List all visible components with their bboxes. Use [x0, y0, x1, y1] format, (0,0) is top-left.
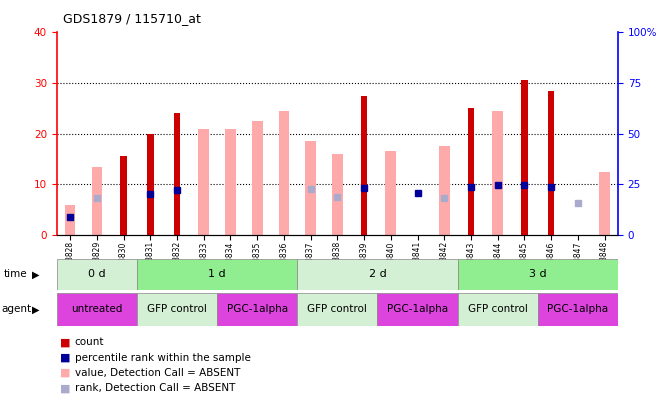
Text: GDS1879 / 115710_at: GDS1879 / 115710_at — [63, 12, 201, 25]
Bar — [599, 172, 610, 235]
Bar — [57, 293, 137, 326]
Bar — [297, 259, 458, 290]
Text: ▶: ▶ — [32, 305, 39, 314]
Bar — [538, 293, 618, 326]
Text: ■: ■ — [60, 368, 71, 378]
Text: 0 d: 0 d — [88, 269, 106, 279]
Text: GFP control: GFP control — [307, 305, 367, 314]
Text: ■: ■ — [60, 353, 71, 362]
Bar — [385, 151, 396, 235]
Text: PGC-1alpha: PGC-1alpha — [226, 305, 288, 314]
Bar — [361, 96, 367, 235]
Text: agent: agent — [1, 305, 31, 314]
Bar — [548, 91, 554, 235]
Text: value, Detection Call = ABSENT: value, Detection Call = ABSENT — [75, 368, 240, 378]
Bar — [332, 154, 343, 235]
Text: time: time — [3, 269, 27, 279]
Text: 2 d: 2 d — [369, 269, 386, 279]
Bar — [305, 141, 316, 235]
Text: GFP control: GFP control — [147, 305, 207, 314]
Bar — [468, 108, 474, 235]
Bar — [65, 205, 75, 235]
Text: rank, Detection Call = ABSENT: rank, Detection Call = ABSENT — [75, 384, 235, 393]
Bar — [439, 146, 450, 235]
Bar — [137, 293, 217, 326]
Text: 3 d: 3 d — [529, 269, 546, 279]
Text: 1 d: 1 d — [208, 269, 226, 279]
Text: PGC-1alpha: PGC-1alpha — [387, 305, 448, 314]
Text: percentile rank within the sample: percentile rank within the sample — [75, 353, 250, 362]
Bar — [147, 134, 154, 235]
Bar — [174, 113, 180, 235]
Text: PGC-1alpha: PGC-1alpha — [547, 305, 609, 314]
Bar — [458, 293, 538, 326]
Bar — [521, 81, 528, 235]
Text: ■: ■ — [60, 337, 71, 347]
Bar — [137, 259, 297, 290]
Bar — [252, 121, 263, 235]
Bar — [458, 259, 618, 290]
Bar — [57, 259, 137, 290]
Bar — [198, 129, 209, 235]
Text: ■: ■ — [60, 384, 71, 393]
Bar — [225, 129, 236, 235]
Bar — [279, 111, 289, 235]
Text: ▶: ▶ — [32, 269, 39, 279]
Bar — [120, 156, 127, 235]
Bar — [377, 293, 458, 326]
Text: untreated: untreated — [71, 305, 122, 314]
Bar — [297, 293, 377, 326]
Text: count: count — [75, 337, 104, 347]
Bar — [217, 293, 297, 326]
Text: GFP control: GFP control — [468, 305, 528, 314]
Bar — [92, 166, 102, 235]
Bar — [492, 111, 503, 235]
